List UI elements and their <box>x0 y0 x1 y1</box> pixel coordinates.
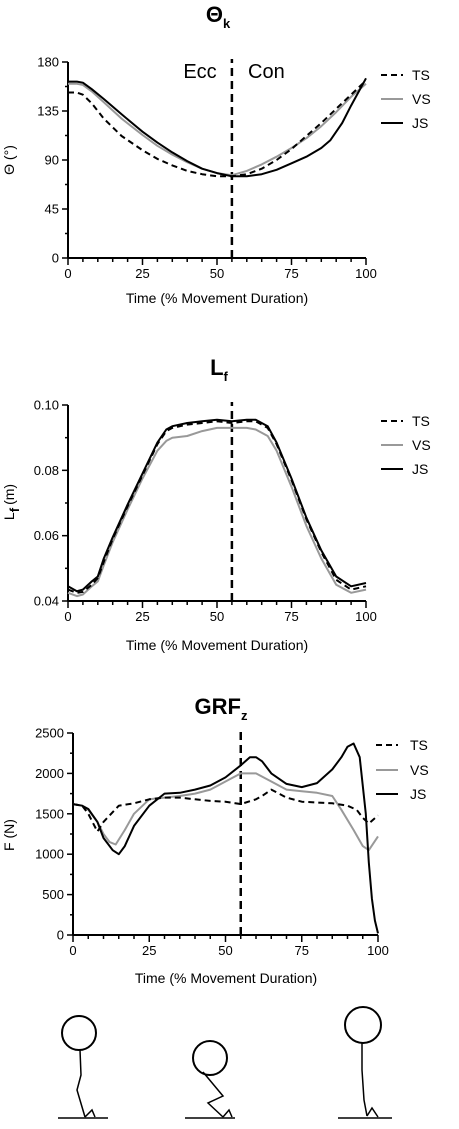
x-tick-label: 25 <box>135 266 149 281</box>
y-tick-label: 90 <box>45 153 59 168</box>
series-lines <box>68 59 367 258</box>
legend: TS VS JS <box>376 737 429 802</box>
x-tick-label: 50 <box>210 266 224 281</box>
legend-label-vs: VS <box>412 437 431 453</box>
series-line-vs <box>67 426 367 598</box>
y-tick-label: 0.06 <box>34 528 59 543</box>
x-tick-label: 75 <box>284 609 298 624</box>
x-axis-label: Time (% Movement Duration) <box>126 290 308 306</box>
y-tick-label: 0 <box>57 928 64 943</box>
series-line-vs <box>68 82 367 177</box>
x-axis-label: Time (% Movement Duration) <box>126 637 308 653</box>
x-tick-label: 100 <box>355 266 377 281</box>
x-axis-label: Time (% Movement Duration) <box>135 970 317 986</box>
y-axis-label: Θ (°) <box>1 145 17 175</box>
x-tick-label: 75 <box>284 266 298 281</box>
y-axis-label: F (N) <box>1 819 17 851</box>
x-tick-label: 75 <box>295 943 309 958</box>
panel-title: Lf <box>210 355 228 384</box>
panel-theta-k: Θk Θ (°) Time (% Movement Duration) Ecc … <box>1 2 431 306</box>
figure-body <box>76 1049 86 1118</box>
x-tick-label: 25 <box>142 943 156 958</box>
legend: TS VS JS <box>381 67 431 131</box>
series-line-js <box>67 418 367 593</box>
figure-head <box>61 1015 97 1051</box>
x-tick-label: 100 <box>367 943 389 958</box>
series-line-vs <box>72 772 379 852</box>
legend-label-js: JS <box>412 115 428 131</box>
x-tick-label: 50 <box>218 943 232 958</box>
y-tick-label: 0 <box>52 251 59 266</box>
legend-label-js: JS <box>410 786 426 802</box>
x-tick-label: 0 <box>69 943 76 958</box>
y-axis-label: Lf(m) <box>1 484 22 520</box>
series-lines <box>72 730 379 935</box>
legend-label-js: JS <box>412 461 428 477</box>
legend-label-vs: VS <box>412 91 431 107</box>
figure-foot <box>222 1108 233 1118</box>
series-line-ts <box>68 79 367 178</box>
figure-foot <box>84 1108 96 1118</box>
panel-title: GRFz <box>195 694 248 723</box>
axes: 0 25 50 75 100 0 45 90 135 180 <box>37 55 377 282</box>
y-tick-label: 0.04 <box>34 594 59 609</box>
legend-label-vs: VS <box>410 762 429 778</box>
x-tick-label: 0 <box>64 609 71 624</box>
legend-label-ts: TS <box>410 737 428 753</box>
y-tick-label: 2500 <box>35 726 64 741</box>
x-tick-label: 0 <box>64 266 71 281</box>
legend: TS VS JS <box>381 413 431 477</box>
axes: 0 25 50 75 100 0.04 0.06 0.08 0.10 <box>34 398 377 625</box>
series-lines <box>67 402 367 601</box>
stick-figure-jump <box>338 1006 392 1119</box>
y-tick-label: 0.10 <box>34 398 59 413</box>
series-line-js <box>68 77 367 178</box>
y-tick-label: 2000 <box>35 766 64 781</box>
annotation-ecc: Ecc <box>183 61 216 83</box>
stick-figure-squat <box>185 1040 235 1119</box>
annotation-con: Con <box>248 61 285 83</box>
y-tick-label: 1000 <box>35 847 64 862</box>
figure-head <box>344 1006 382 1044</box>
y-tick-label: 500 <box>42 887 64 902</box>
series-line-js <box>72 742 379 934</box>
x-tick-label: 100 <box>355 609 377 624</box>
y-tick-label: 180 <box>37 55 59 70</box>
figure-body <box>361 1043 368 1117</box>
figure-foot <box>366 1106 379 1118</box>
series-line-ts <box>67 420 367 594</box>
series-line-ts <box>72 788 379 833</box>
x-tick-label: 25 <box>135 609 149 624</box>
figure-body <box>202 1071 225 1118</box>
figure-head <box>192 1040 228 1076</box>
x-tick-label: 50 <box>210 609 224 624</box>
y-tick-label: 0.08 <box>34 463 59 478</box>
panel-title: Θk <box>206 2 231 31</box>
legend-label-ts: TS <box>412 413 430 429</box>
stick-figure-standing <box>58 1015 108 1119</box>
panel-lf: Lf Lf(m) Time (% Movement Duration) 0 25 5… <box>1 355 431 653</box>
y-tick-label: 45 <box>45 202 59 217</box>
panel-grf-z: GRFz F (N) Time (% Movement Duration) 0 2… <box>1 694 429 986</box>
y-tick-label: 135 <box>37 104 59 119</box>
y-tick-label: 1500 <box>35 806 64 821</box>
legend-label-ts: TS <box>412 67 430 83</box>
